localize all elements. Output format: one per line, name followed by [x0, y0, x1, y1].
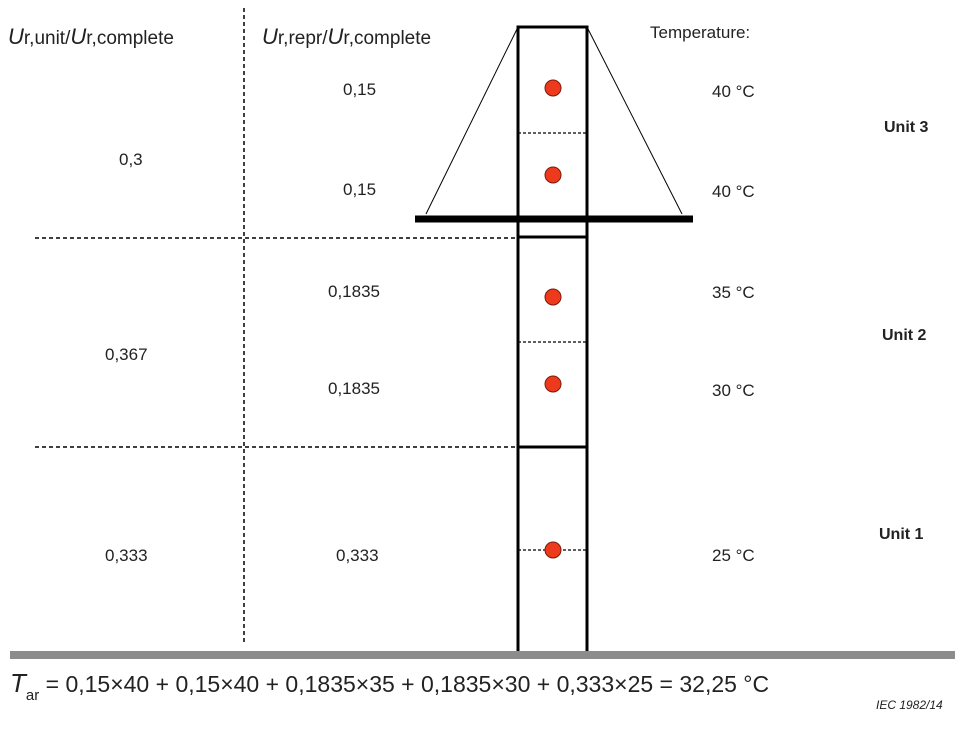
sensor-dot-unit1 [544, 541, 562, 559]
unit1-temp: 25 °C [712, 546, 755, 565]
iec-reference: IEC 1982/14 [876, 698, 943, 712]
symbol-u: U [262, 24, 278, 49]
unit3-temp-upper: 40 °C [712, 82, 755, 101]
unit1-ratio: 0,333 [105, 546, 148, 565]
sensor-dot-unit2-lower [544, 375, 562, 393]
unit2-repr-upper: 0,1835 [328, 282, 380, 301]
symbol-u: U [327, 24, 344, 49]
formula-subscript: ar [25, 687, 40, 704]
symbol-u: U [70, 24, 87, 49]
formula: Tar = 0,15×40 + 0,15×40 + 0,1835×35 + 0,… [10, 668, 769, 704]
header-unit-ratio: Ur,unit/Ur,complete [8, 24, 174, 50]
slash: / [65, 28, 71, 49]
formula-symbol: T [10, 668, 26, 698]
formula-expression: = 0,15×40 + 0,15×40 + 0,1835×35 + 0,1835… [39, 671, 770, 697]
unit2-repr-lower: 0,1835 [328, 379, 380, 398]
unit1-label: Unit 1 [879, 526, 924, 543]
subscript: r,repr [277, 28, 323, 49]
sensor-dot-unit3-lower [544, 166, 562, 184]
nacelle-left-edge [425, 26, 519, 215]
ground-bar [10, 651, 955, 659]
header-repr-ratio: Ur,repr/Ur,complete [262, 24, 431, 50]
unit3-repr-lower: 0,15 [343, 180, 377, 199]
unit1-repr: 0,333 [336, 546, 379, 565]
unit3-ratio: 0,3 [119, 150, 143, 169]
subscript: r,unit [23, 28, 66, 49]
sensor-dot-unit3-upper [544, 79, 562, 97]
slash: / [322, 28, 328, 49]
subscript: r,complete [86, 28, 174, 49]
unit2-ratio: 0,367 [105, 345, 148, 364]
sensor-dot-unit2-upper [544, 288, 562, 306]
unit3-label: Unit 3 [884, 119, 929, 136]
unit2-label: Unit 2 [882, 327, 927, 344]
unit3-temp-lower: 40 °C [712, 182, 755, 201]
unit3-repr-upper: 0,15 [343, 80, 377, 99]
symbol-u: U [8, 24, 24, 49]
nacelle-right-edge [586, 26, 683, 215]
subscript: r,complete [343, 28, 432, 49]
unit2-temp-lower: 30 °C [712, 381, 755, 400]
header-temperature: Temperature: [650, 23, 751, 42]
unit2-temp-upper: 35 °C [712, 283, 755, 302]
